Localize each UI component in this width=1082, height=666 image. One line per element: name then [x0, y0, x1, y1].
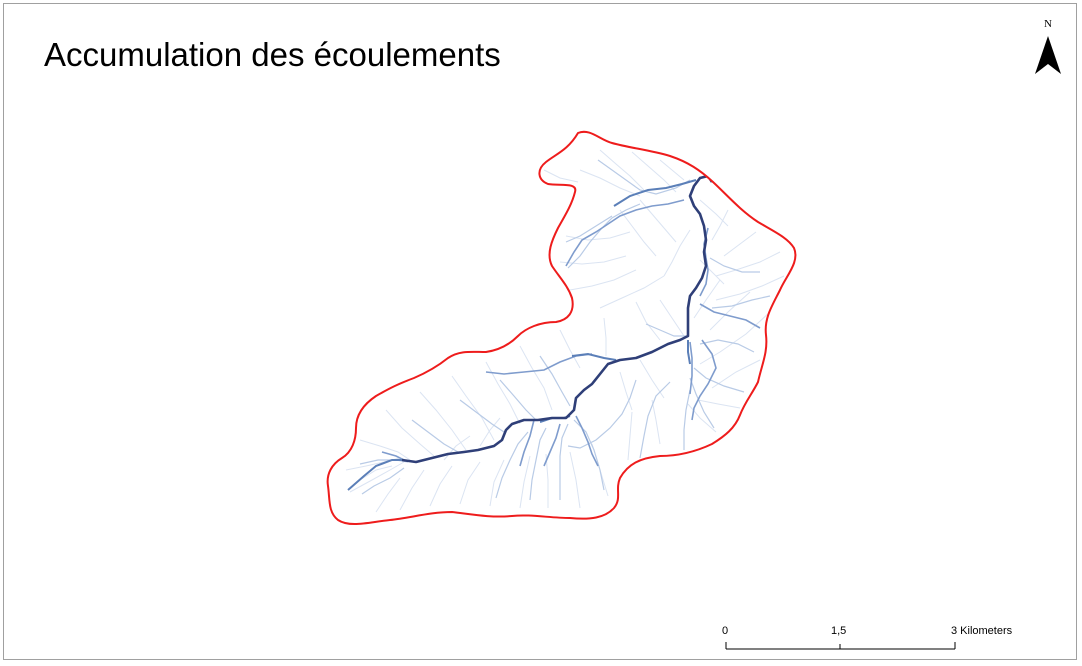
main-channel: [401, 174, 714, 464]
map-frame: [3, 3, 1077, 660]
north-arrow: N: [1030, 18, 1066, 78]
watershed-boundary: [326, 130, 797, 526]
small-tributaries: [359, 159, 771, 501]
minor-tributaries: [345, 149, 785, 513]
north-label: N: [1044, 18, 1052, 30]
flow-network: [345, 149, 785, 513]
north-arrow-icon: [1035, 36, 1061, 74]
map-title: Accumulation des écoulements: [44, 36, 501, 73]
main-tributaries: [347, 175, 713, 491]
